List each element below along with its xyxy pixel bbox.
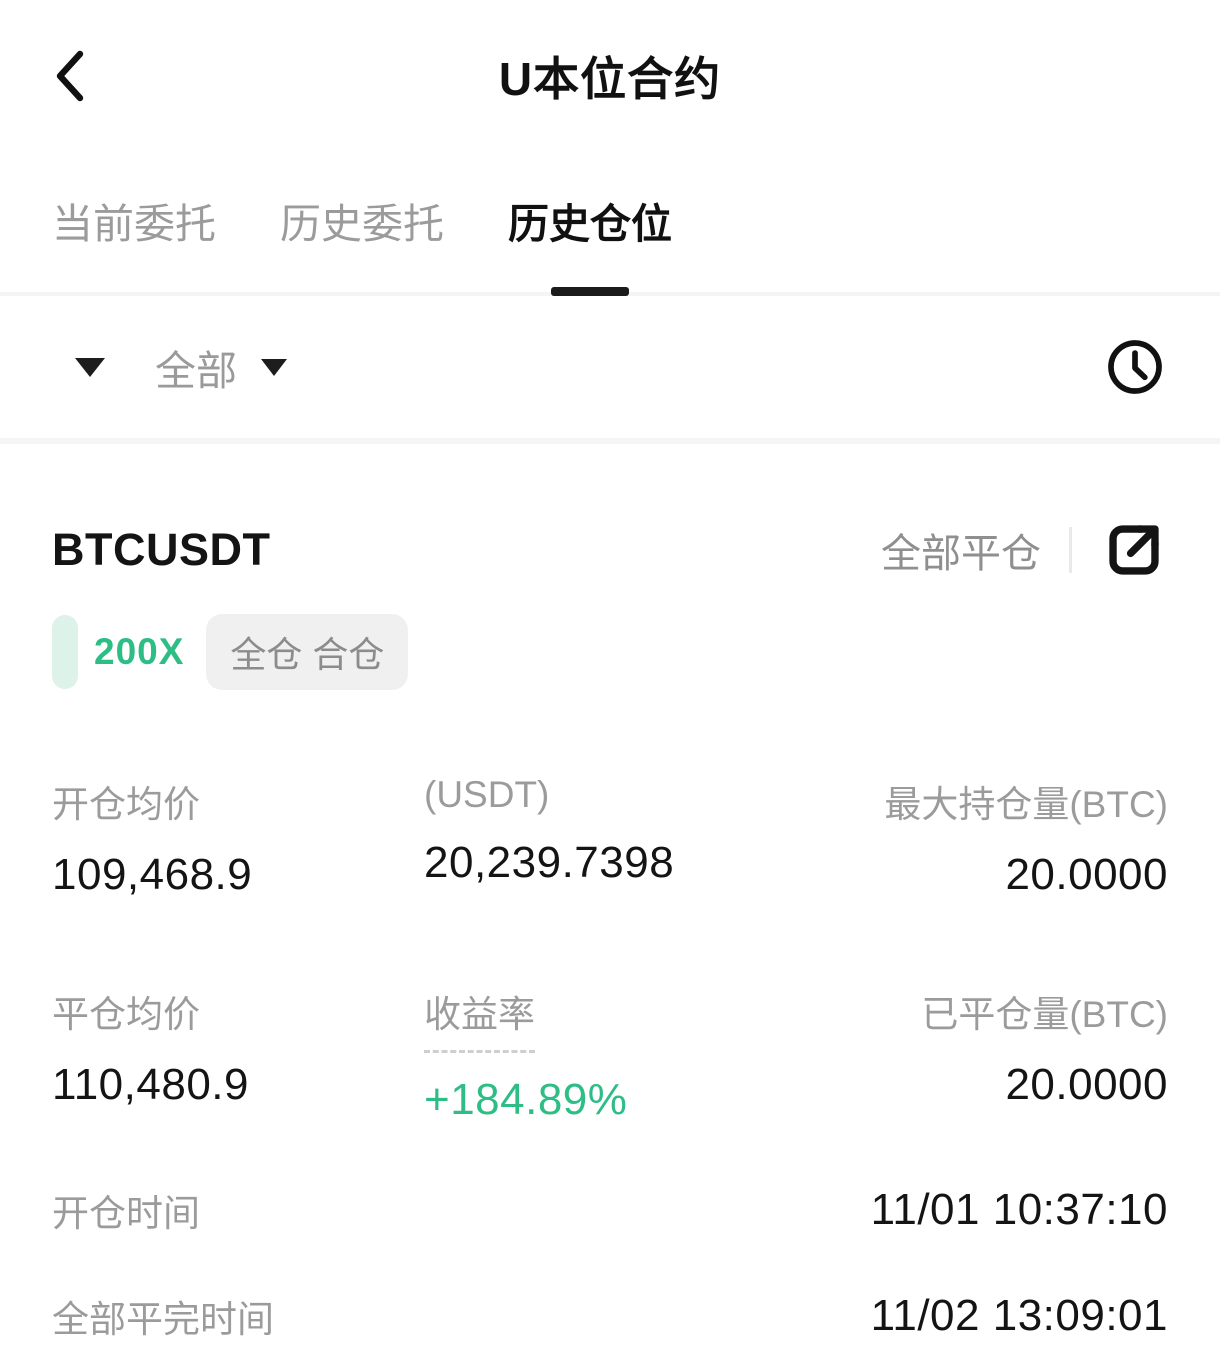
all-filter-label: 全部 [155, 348, 237, 394]
share-icon [1100, 516, 1168, 584]
close-time-row: 全部平完时间 11/02 13:09:01 [52, 1289, 1168, 1343]
margin-mode-badge: 全仓 合仓 [206, 614, 409, 690]
caret-down-icon [75, 357, 105, 377]
header: U本位合约 [0, 0, 1220, 152]
card-actions: 全部平仓 [881, 516, 1168, 584]
tab-position-history[interactable]: 历史仓位 [508, 190, 672, 292]
tab-open-orders[interactable]: 当前委托 [52, 201, 216, 247]
stat-open-avg-price: 开仓均价 109,468.9 [52, 774, 424, 900]
position-card-header: BTCUSDT 全部平仓 [52, 516, 1168, 584]
close-time-value: 11/02 13:09:01 [870, 1291, 1168, 1340]
stat-label: 开仓均价 [52, 784, 200, 825]
tab-bar: 当前委托 历史委托 历史仓位 [0, 180, 1220, 296]
leverage-badge: 200X [94, 631, 185, 672]
close-time-label: 全部平完时间 [52, 1299, 274, 1340]
symbol-filter-dropdown[interactable] [75, 357, 105, 377]
stat-closed-amount: 已平仓量(BTC) 20.0000 [921, 984, 1168, 1125]
page-title: U本位合约 [498, 53, 722, 105]
roi-label[interactable]: 收益率 [424, 984, 535, 1053]
open-time-value: 11/01 10:37:10 [870, 1185, 1168, 1234]
clock-icon [1104, 336, 1166, 398]
back-button[interactable] [52, 46, 112, 106]
stats-row-1: 开仓均价 109,468.9 (USDT) 20,239.7398 最大持仓量(… [52, 774, 1168, 900]
stat-value: 20.0000 [1005, 1060, 1168, 1109]
stat-usdt: (USDT) 20,239.7398 [424, 774, 884, 900]
all-filter-dropdown[interactable]: 全部 [155, 337, 287, 397]
stat-label: 平仓均价 [52, 994, 200, 1035]
share-button[interactable] [1100, 516, 1168, 584]
stat-max-position: 最大持仓量(BTC) 20.0000 [884, 774, 1168, 900]
open-time-label: 开仓时间 [52, 1193, 200, 1234]
stat-value: 20.0000 [1005, 850, 1168, 899]
caret-down-icon [261, 358, 287, 376]
position-card: BTCUSDT 全部平仓 200X 全仓 合仓 开仓均价 109,468.9 [0, 444, 1220, 1343]
time-range-button[interactable] [1104, 336, 1166, 398]
chevron-left-icon [52, 48, 86, 104]
divider [0, 438, 1220, 444]
roi-value: +184.89% [424, 1075, 628, 1124]
stat-label: 已平仓量(BTC) [921, 994, 1168, 1035]
stats-row-2: 平仓均价 110,480.9 收益率 +184.89% 已平仓量(BTC) 20… [52, 984, 1168, 1125]
badge-row: 200X 全仓 合仓 [52, 614, 1168, 690]
filter-bar: 全部 [0, 296, 1220, 438]
tab-order-history[interactable]: 历史委托 [280, 201, 444, 247]
open-time-row: 开仓时间 11/01 10:37:10 [52, 1183, 1168, 1237]
stat-roi: 收益率 +184.89% [424, 984, 921, 1125]
stat-value: 109,468.9 [52, 850, 253, 899]
symbol-title: BTCUSDT [52, 524, 271, 575]
stat-value: 20,239.7398 [424, 838, 675, 887]
stat-close-avg-price: 平仓均价 110,480.9 [52, 984, 424, 1125]
stat-value: 110,480.9 [52, 1060, 249, 1109]
stat-label: 最大持仓量(BTC) [884, 784, 1168, 825]
stat-label: (USDT) [424, 774, 550, 815]
long-indicator-bar [52, 615, 78, 689]
close-all-label[interactable]: 全部平仓 [881, 532, 1041, 576]
vertical-divider [1069, 527, 1072, 573]
